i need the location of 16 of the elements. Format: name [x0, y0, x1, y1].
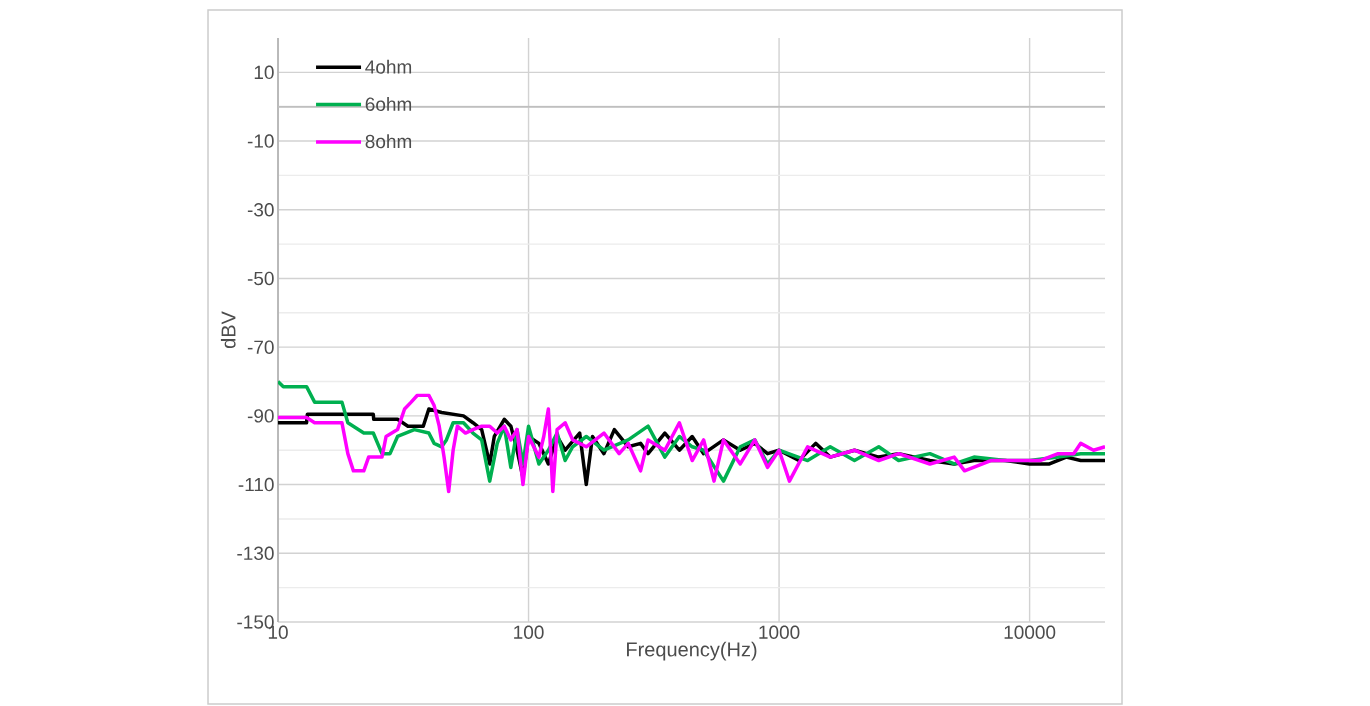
y-tick-label: 10 — [254, 65, 274, 80]
y-tick-label: -10 — [247, 134, 274, 148]
x-tick-label: 10000 — [1004, 625, 1056, 639]
y-tick-label: -90 — [247, 409, 274, 423]
y-axis-title: dBV — [220, 311, 236, 349]
y-tick-label: -70 — [247, 340, 274, 354]
legend-label: 4ohm — [365, 59, 412, 74]
y-tick-label: -110 — [238, 477, 274, 492]
x-tick-label: 100 — [514, 625, 544, 639]
legend-label: 6ohm — [365, 96, 412, 111]
y-tick-label: -30 — [247, 203, 274, 217]
y-tick-label: -130 — [237, 546, 274, 561]
legend-label: 8ohm — [365, 134, 412, 149]
x-tick-label: 1000 — [759, 625, 800, 639]
x-axis-title: Frequency(Hz) — [627, 641, 757, 661]
y-tick-label: -50 — [247, 271, 274, 286]
